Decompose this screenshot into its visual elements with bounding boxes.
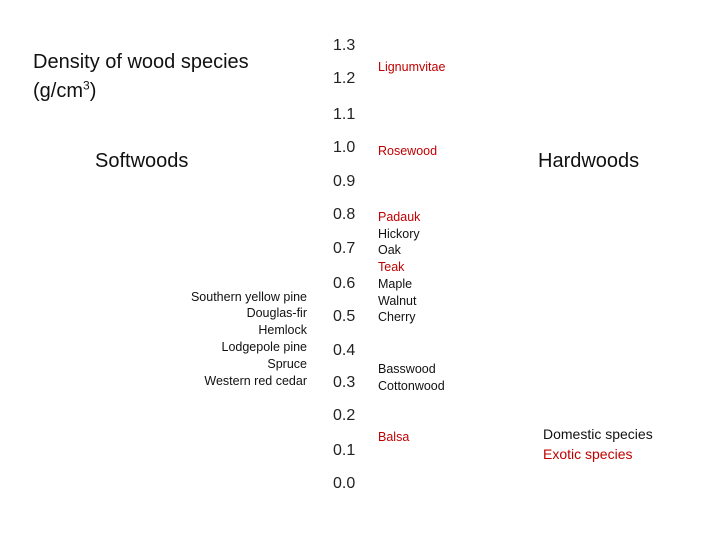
scale-tick: 0.1 [333,442,356,459]
hardwood-maple: Maple [378,276,413,291]
title-line2: (g/cm3) [33,78,97,102]
scale-tick: 0.7 [333,240,356,257]
scale-tick: 0.3 [333,374,356,391]
scale-tick: 0.5 [333,308,356,325]
hardwood-rosewood: Rosewood [378,144,438,158]
legend-exotic: Exotic species [543,446,633,462]
hardwood-cherry: Cherry [378,310,416,325]
softwood-species: Hemlock [258,323,307,337]
hardwood-teak: Teak [378,260,405,275]
hardwood-group-low: Basswood Cottonwood [378,361,445,394]
softwood-species: Southern yellow pine [190,290,307,304]
scale-tick: 0.6 [333,275,356,292]
softwood-species: Western red cedar [204,374,307,388]
hardwood-lignumvitae: Lignumvitae [378,60,446,74]
hardwood-hickory: Hickory [378,226,420,241]
softwood-species: Lodgepole pine [221,340,308,354]
scale-tick: 0.2 [333,407,356,424]
scale-tick: 0.9 [333,173,356,190]
softwoods-heading: Softwoods [95,150,189,172]
scale-tick: 1.1 [333,106,356,123]
hardwood-walnut: Walnut [378,293,417,308]
hardwood-balsa: Balsa [378,430,410,444]
softwood-species: Spruce [267,357,307,371]
hardwood-cottonwood: Cottonwood [378,378,445,393]
scale-tick: 0.4 [333,342,356,359]
hardwood-group-mid: Padauk Hickory Oak Teak Maple Walnut Che… [378,209,420,326]
scale-tick: 1.2 [333,70,356,87]
scale-tick: 0.8 [333,206,356,223]
softwood-species: Douglas-fir [246,306,307,320]
hardwoods-heading: Hardwoods [538,150,640,172]
hardwood-basswood: Basswood [378,362,436,376]
diagram-title: Density of wood species (g/cm3) [33,48,249,106]
hardwood-padauk: Padauk [378,210,421,224]
hardwood-oak: Oak [378,243,401,258]
scale-tick: 1.3 [333,37,356,54]
title-line1: Density of wood species [33,51,249,73]
legend-domestic: Domestic species [543,426,653,442]
scale-tick: 1.0 [333,139,356,156]
scale-tick: 0.0 [333,475,356,492]
legend: Domestic species Exotic species [543,424,653,464]
